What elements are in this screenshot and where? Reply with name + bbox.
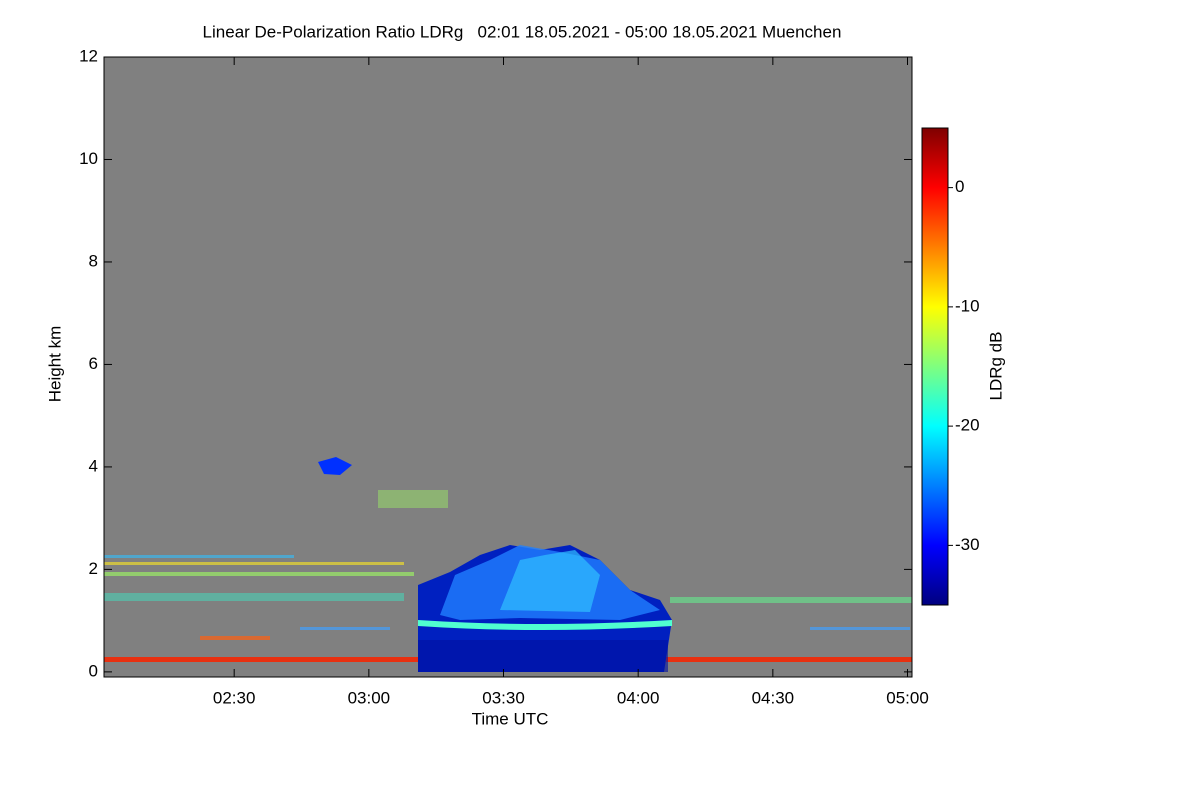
x-tick-label: 03:30: [482, 688, 525, 707]
colorbar-tick-label: -10: [955, 296, 980, 315]
colorbar-label: LDRg dB: [986, 332, 1005, 401]
heatmap-features: [104, 457, 912, 672]
layer: [104, 593, 404, 601]
y-tick-label: 2: [89, 559, 98, 578]
layer: [104, 572, 414, 576]
cloud: [318, 457, 352, 475]
y-tick-label: 10: [79, 149, 98, 168]
layer: [670, 597, 912, 603]
chart-title: Linear De-Polarization Ratio LDRg 02:01 …: [203, 22, 842, 41]
layer: [104, 657, 420, 662]
cloud-base: [418, 620, 672, 630]
y-tick-label: 6: [89, 354, 98, 373]
cloud: [418, 640, 668, 672]
layer: [666, 657, 912, 662]
cloud: [500, 550, 600, 612]
layer: [104, 562, 404, 565]
y-tick-label: 4: [89, 456, 98, 475]
layer: [300, 627, 390, 630]
layer: [104, 555, 294, 558]
y-tick-label: 8: [89, 251, 98, 270]
colorbar-tick-label: 0: [955, 177, 964, 196]
x-axis-label: Time UTC: [472, 709, 549, 728]
layer: [810, 627, 910, 630]
colorbar-tick-label: -20: [955, 416, 980, 435]
x-tick-label: 04:00: [617, 688, 660, 707]
layer: [200, 636, 270, 640]
plot-frame: [103, 56, 913, 678]
colorbar: [921, 127, 949, 606]
y-tick-label: 0: [89, 661, 98, 680]
y-axis-label: Height km: [45, 326, 64, 403]
colorbar-tick-label: -30: [955, 535, 980, 554]
x-tick-label: 02:30: [213, 688, 256, 707]
y-tick-label: 12: [79, 46, 98, 65]
layer: [378, 490, 448, 508]
x-tick-label: 03:00: [348, 688, 391, 707]
x-tick-label: 05:00: [886, 688, 929, 707]
x-tick-label: 04:30: [752, 688, 795, 707]
